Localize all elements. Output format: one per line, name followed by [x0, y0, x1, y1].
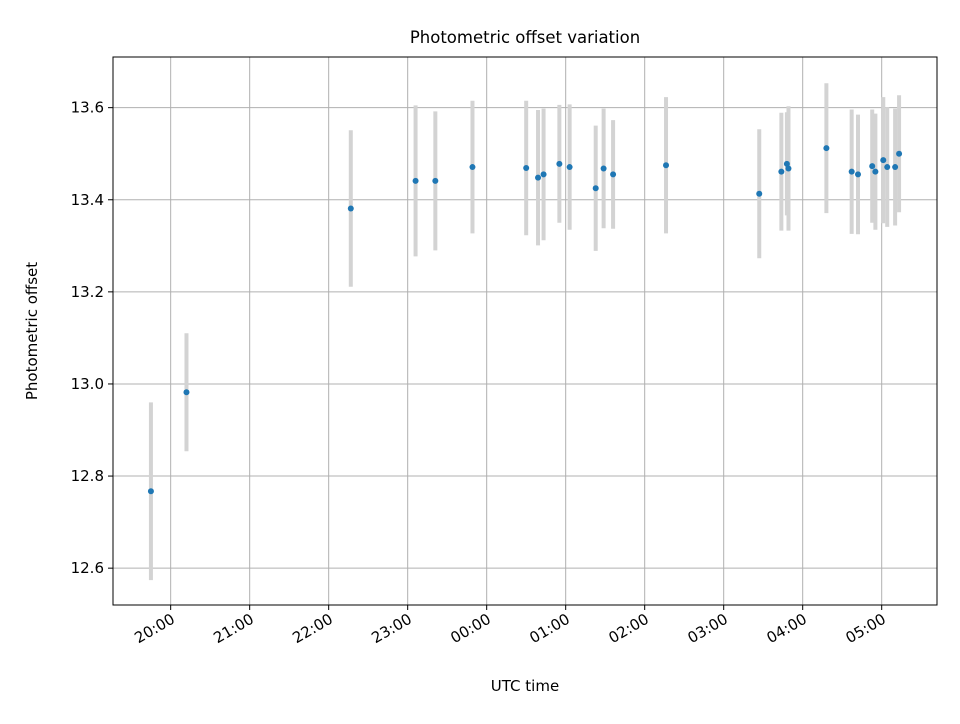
data-point [535, 174, 542, 181]
data-point [892, 164, 899, 171]
data-point [183, 389, 190, 396]
data-point [872, 168, 879, 175]
x-axis-label: UTC time [491, 677, 559, 695]
data-point [469, 164, 476, 171]
data-point [896, 150, 903, 157]
data-point [432, 177, 439, 184]
plot-frame [112, 56, 938, 606]
data-point [663, 162, 670, 169]
data-point [610, 171, 617, 178]
data-point [523, 164, 530, 171]
y-axis-ticks: 12.6 12.8 13.0 13.2 13.4 13.6 [71, 99, 113, 577]
data-point [566, 164, 573, 171]
data-point [412, 177, 419, 184]
y-tick-label: 13.0 [71, 375, 104, 393]
data-point [848, 168, 855, 175]
y-tick-label: 12.6 [71, 559, 104, 577]
data-point [147, 488, 154, 495]
y-tick-label: 13.4 [71, 191, 104, 209]
point-layer [147, 145, 903, 495]
data-point [785, 165, 792, 172]
chart-title: Photometric offset variation [410, 28, 640, 47]
data-point [854, 171, 861, 178]
data-point [347, 205, 354, 212]
data-point [778, 168, 785, 175]
data-point [540, 171, 547, 178]
data-point [884, 164, 891, 171]
data-point [556, 160, 563, 167]
data-point [880, 157, 887, 164]
y-axis-label: Photometric offset [23, 262, 41, 400]
y-tick-label: 12.8 [71, 467, 104, 485]
data-point [823, 145, 830, 152]
data-point [783, 160, 790, 167]
data-point [600, 165, 607, 172]
data-point [869, 163, 876, 170]
data-point [592, 185, 599, 192]
y-tick-label: 13.6 [71, 99, 104, 117]
data-point [756, 190, 763, 197]
y-tick-label: 13.2 [71, 283, 104, 301]
